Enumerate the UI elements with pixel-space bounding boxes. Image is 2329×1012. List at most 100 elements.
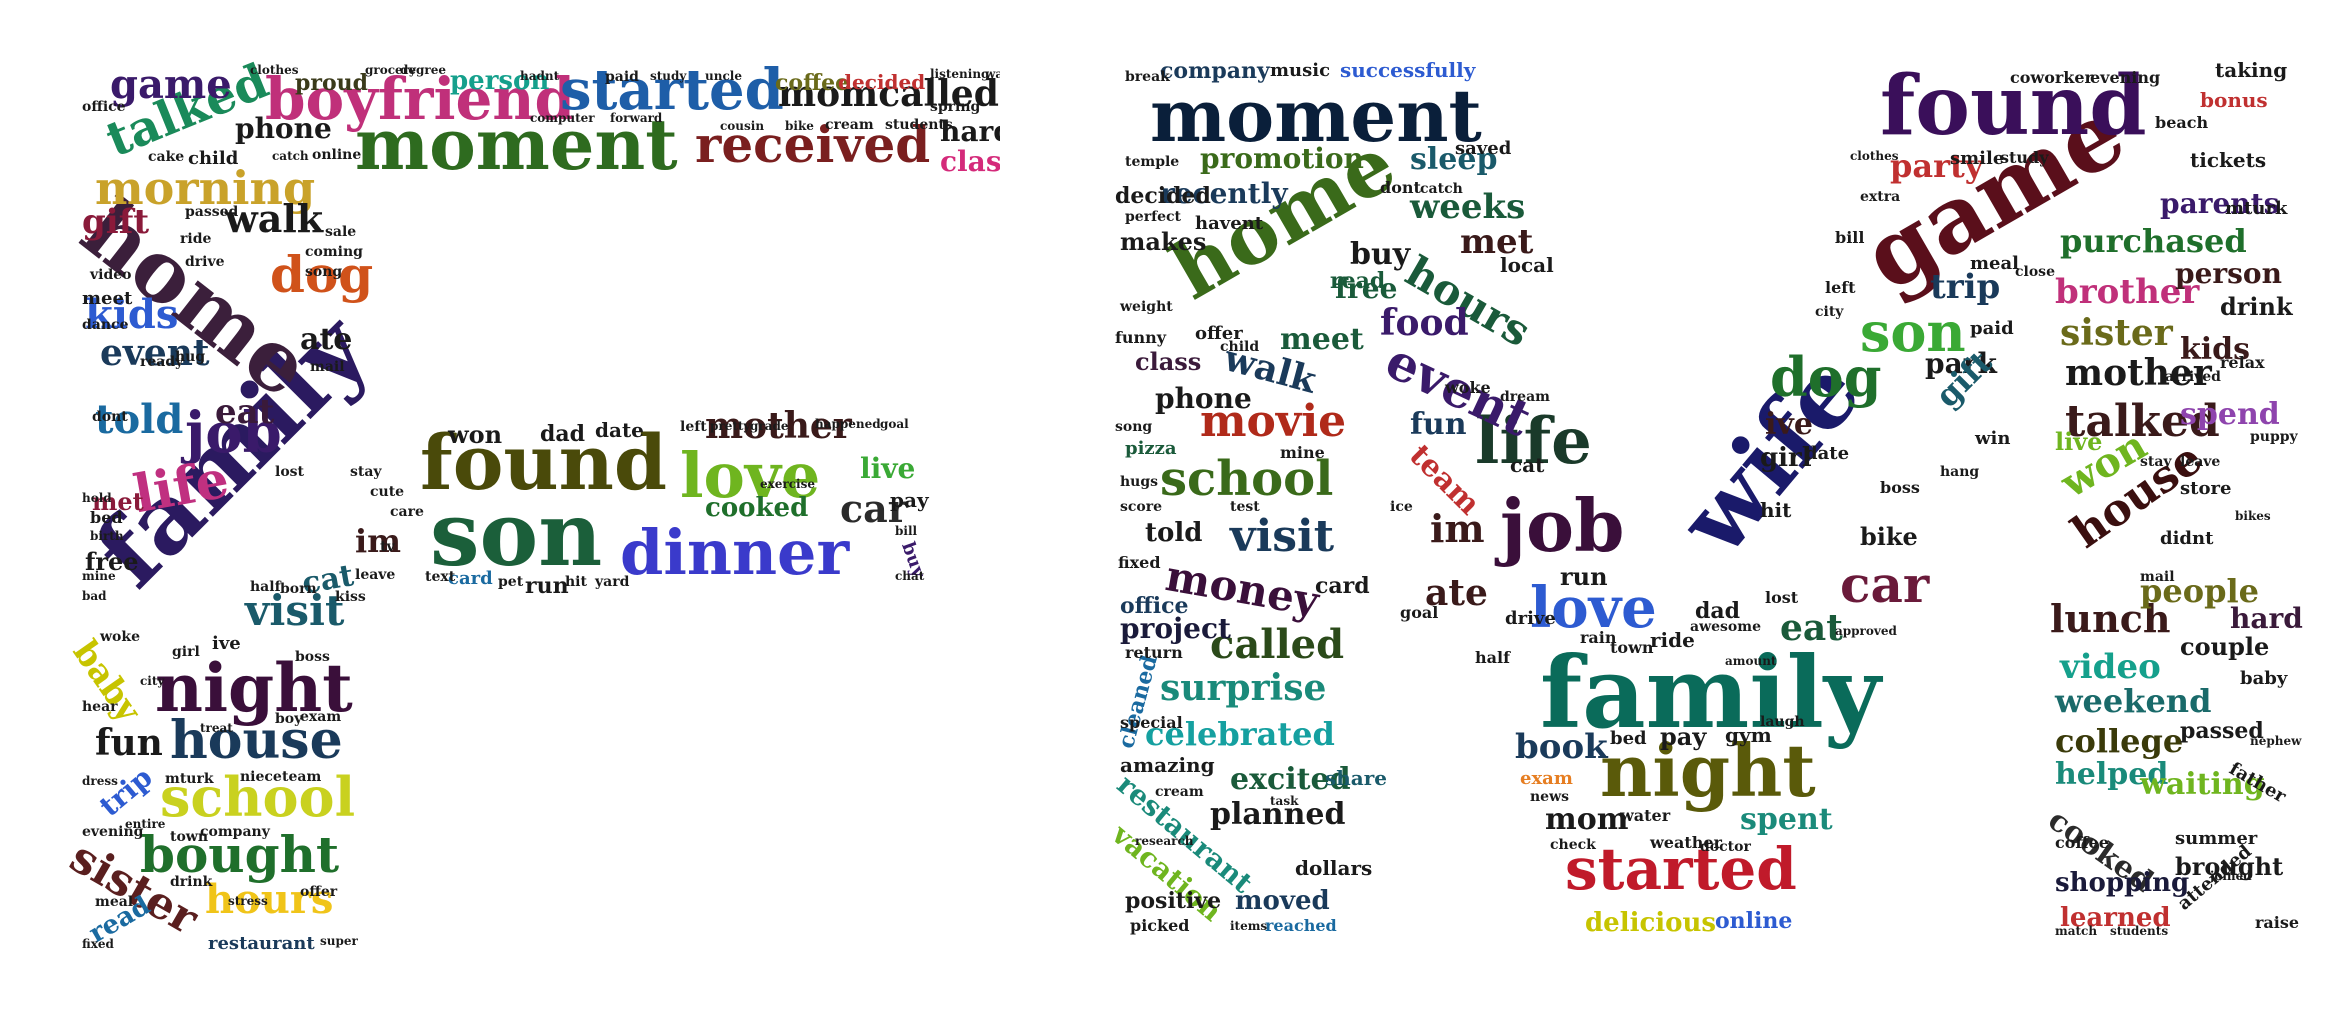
cloud-word: niece — [240, 769, 282, 785]
cloud-word: pretty — [710, 419, 751, 433]
cloud-word: mturk — [165, 771, 214, 787]
cloud-word: moment — [355, 103, 678, 186]
cloud-word: video — [90, 267, 132, 283]
cloud-word: waiting — [2140, 767, 2265, 802]
cloud-word: left — [1825, 278, 1856, 297]
cloud-word: coffee — [775, 70, 850, 96]
cloud-word: super — [320, 934, 358, 948]
cloud-word: stay — [350, 464, 382, 480]
cloud-word: test — [1230, 499, 1260, 515]
cloud-word: received — [695, 115, 931, 174]
cloud-word: extra — [1860, 189, 1901, 205]
cloud-word: passed — [185, 204, 239, 220]
cloud-word: task — [1270, 794, 1299, 808]
cloud-word: dog — [1770, 345, 1882, 409]
cloud-word: successfully — [1340, 58, 1476, 82]
cloud-word: found — [420, 418, 668, 507]
cloud-word: makes — [1120, 227, 1207, 256]
cloud-word: goal — [880, 417, 909, 431]
cloud-word: dog — [270, 245, 374, 304]
cloud-word: ate — [300, 322, 353, 357]
cloud-word: lunch — [2050, 596, 2171, 641]
cloud-word: helped — [2055, 757, 2169, 792]
cloud-word: paid — [605, 69, 639, 85]
cloud-word: celebrated — [1145, 715, 1335, 753]
cloud-word: team — [282, 769, 322, 785]
cloud-word: song — [305, 264, 343, 280]
cloud-word: boss — [1880, 478, 1920, 497]
cloud-word: mturk — [2225, 198, 2288, 219]
cloud-word: girl — [1760, 443, 1812, 473]
cloud-word: smile — [1950, 148, 2005, 169]
cloud-word: entire — [125, 817, 166, 831]
cloud-word: purchased — [2060, 222, 2247, 260]
cloud-word: music — [1270, 60, 1331, 81]
cloud-word: fun — [95, 722, 163, 764]
cloud-word: meet — [82, 288, 133, 309]
cloud-word: school — [160, 765, 356, 829]
cloud-word: forward — [610, 111, 663, 125]
cloud-word: trip — [93, 760, 159, 823]
cloud-word: visit — [245, 586, 345, 635]
cloud-word: gift — [82, 202, 150, 242]
cloud-word: ate — [1425, 572, 1488, 614]
cloud-word: boy — [275, 711, 303, 727]
cloud-word: dance — [82, 317, 129, 333]
cloud-word: beach — [2155, 113, 2209, 132]
cloud-word: laugh — [1760, 714, 1805, 730]
cloud-word: ride — [180, 231, 212, 247]
cloud-word: spring — [930, 99, 981, 115]
cloud-word: night — [155, 649, 353, 727]
cloud-word: summer — [2175, 828, 2258, 849]
cloud-word: life — [129, 448, 234, 526]
cloud-word: read — [1330, 268, 1386, 294]
cloud-word: relax — [2220, 353, 2265, 372]
cloud-word: sister — [2060, 312, 2173, 354]
cloud-word: shopping — [2055, 868, 2190, 898]
cloud-word: company — [200, 824, 270, 840]
cloud-word: met — [1460, 222, 1534, 262]
cloud-word: exam — [300, 709, 342, 725]
cloud-word: saved — [1455, 138, 1512, 159]
cloud-word: hugs — [1120, 474, 1159, 490]
cloud-word: lost — [275, 464, 305, 480]
cloud-word: pay — [890, 488, 929, 512]
cloud-word: care — [390, 504, 424, 520]
cloud-word: study — [2000, 148, 2049, 167]
cloud-word: party — [1890, 147, 1984, 185]
cloud-word: drive — [1505, 608, 1556, 629]
cloud-word: child — [1220, 339, 1260, 355]
cloud-word: check — [1550, 837, 1596, 853]
cloud-word: hear — [82, 699, 118, 715]
cloud-word: recently — [1160, 177, 1288, 210]
cloud-word: walk — [225, 196, 324, 241]
cloud-word: reached — [1265, 916, 1337, 935]
cloud-word: goal — [1400, 603, 1439, 622]
cloud-word: yard — [595, 574, 630, 590]
cloud-word: restaurant — [208, 933, 315, 954]
cloud-word: birth — [90, 529, 124, 543]
cloud-word: woke — [1445, 378, 1491, 397]
cloud-word: raise — [2255, 913, 2300, 932]
cloud-word: weather — [1650, 833, 1722, 852]
cloud-word: drive — [185, 254, 225, 270]
cloud-word: song — [1115, 419, 1153, 435]
cloud-word: cake — [148, 149, 185, 165]
cloud-word: fun — [1410, 407, 1467, 442]
cloud-word: car — [1840, 555, 1930, 614]
cloud-word: cute — [370, 484, 405, 500]
cloud-word: hold — [82, 491, 112, 505]
cloud-word: run — [525, 573, 569, 599]
cloud-word: cat — [1510, 453, 1545, 477]
cloud-word: visit — [1230, 511, 1335, 562]
cloud-word: buy — [1350, 237, 1411, 272]
cloud-word: town — [1610, 638, 1654, 657]
cloud-word: clothes — [250, 63, 299, 77]
cloud-word: bike — [1860, 522, 1918, 551]
cloud-word: chat — [895, 569, 925, 583]
cloud-word: rain — [1580, 628, 1617, 647]
cloud-word: delicious — [1585, 908, 1717, 938]
cloud-word: grade — [750, 419, 789, 433]
cloud-word: mail — [2140, 569, 2175, 585]
cloud-word: arrived — [2165, 369, 2221, 385]
